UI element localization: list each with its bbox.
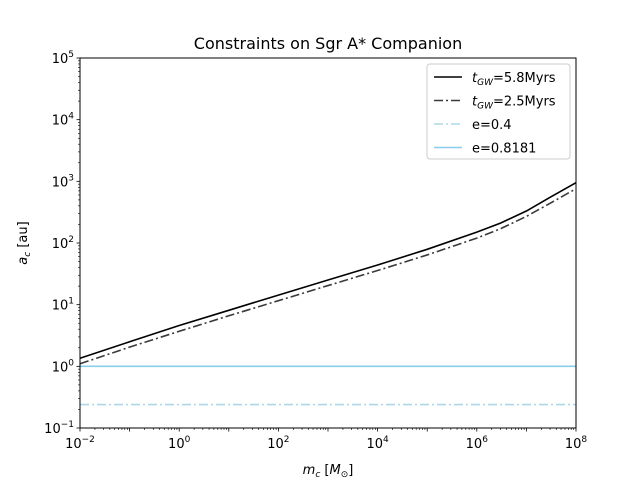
x-tick-base: 10	[168, 437, 185, 452]
y-axis-label-var: a	[16, 257, 31, 265]
x-axis-label-sub: c	[315, 470, 320, 480]
y-axis-label-unit: [au]	[16, 221, 31, 251]
legend-label-sub: GW	[477, 102, 494, 112]
x-tick-exponent: 4	[383, 435, 389, 445]
x-tick-base: 10	[366, 437, 383, 452]
x-tick-exponent: 6	[482, 435, 488, 445]
x-tick-base: 10	[65, 437, 82, 452]
x-axis-label: mc [M⊙]	[303, 463, 354, 480]
y-tick-label: 103	[52, 173, 74, 190]
x-axis-label-var: m	[303, 463, 316, 478]
x-axis-label-unit-close: ]	[348, 463, 353, 478]
y-tick-base: 10	[44, 422, 61, 437]
y-tick-base: 10	[52, 237, 69, 252]
y-tick-base: 10	[52, 175, 69, 190]
legend-label-rest: =2.5Myrs	[493, 95, 556, 110]
x-tick-exponent: 2	[284, 435, 290, 445]
y-tick-label: 102	[52, 235, 74, 252]
x-tick-label: 106	[466, 435, 489, 452]
chart-title: Constraints on Sgr A* Companion	[194, 34, 462, 53]
legend-label-1: tGW=2.5Myrs	[472, 95, 556, 112]
series-line-0	[79, 182, 577, 360]
legend-label-0: tGW=5.8Myrs	[472, 71, 556, 88]
x-axis-ticks: 10−2 100 102 104 106 108	[65, 428, 587, 452]
legend-label-text: e=0.4	[472, 118, 512, 133]
y-axis-label-sub: c	[23, 252, 33, 257]
y-tick-label: 105	[52, 50, 74, 67]
y-tick-base: 10	[52, 114, 69, 129]
x-tick-exponent: 8	[581, 435, 587, 445]
y-tick-exponent: 5	[68, 50, 74, 60]
x-tick-base: 10	[565, 437, 582, 452]
x-tick-label: 10−2	[65, 435, 95, 452]
legend-label-3: e=0.8181	[472, 142, 536, 157]
y-axis-label: ac [au]	[16, 221, 33, 264]
y-tick-label: 104	[52, 112, 75, 129]
legend-label-var: t	[472, 95, 478, 110]
x-axis-label-unit-sub: ⊙	[341, 470, 349, 480]
legend-box	[426, 63, 571, 160]
y-tick-base: 10	[52, 360, 69, 375]
legend-label-sub: GW	[477, 78, 494, 88]
x-tick-base: 10	[466, 437, 483, 452]
x-tick-exponent: 0	[185, 435, 191, 445]
x-axis-label-unit-open: [	[320, 463, 329, 478]
x-tick-base: 10	[267, 437, 284, 452]
legend-label-var: t	[472, 71, 478, 86]
series-line-1	[79, 187, 577, 365]
x-tick-label: 108	[565, 435, 588, 452]
y-tick-exponent: −1	[61, 420, 74, 430]
y-tick-exponent: 0	[68, 358, 74, 368]
y-tick-label: 10−1	[44, 420, 74, 437]
y-tick-exponent: 2	[68, 235, 74, 245]
y-tick-exponent: 3	[68, 173, 74, 183]
x-tick-label: 100	[168, 435, 191, 452]
legend-label-text: e=0.8181	[472, 142, 536, 157]
x-tick-exponent: −2	[82, 435, 95, 445]
y-tick-exponent: 1	[68, 297, 74, 307]
y-tick-base: 10	[52, 52, 69, 67]
y-tick-exponent: 4	[68, 112, 74, 122]
x-axis-label-unit-var: M	[330, 463, 341, 478]
x-tick-label: 104	[366, 435, 389, 452]
series-layer	[79, 182, 577, 406]
y-tick-label: 101	[52, 297, 74, 314]
legend-label-2: e=0.4	[472, 118, 512, 133]
y-tick-base: 10	[52, 299, 69, 314]
y-tick-label: 100	[52, 358, 75, 375]
x-tick-label: 102	[267, 435, 289, 452]
legend-label-rest: =5.8Myrs	[493, 71, 556, 86]
